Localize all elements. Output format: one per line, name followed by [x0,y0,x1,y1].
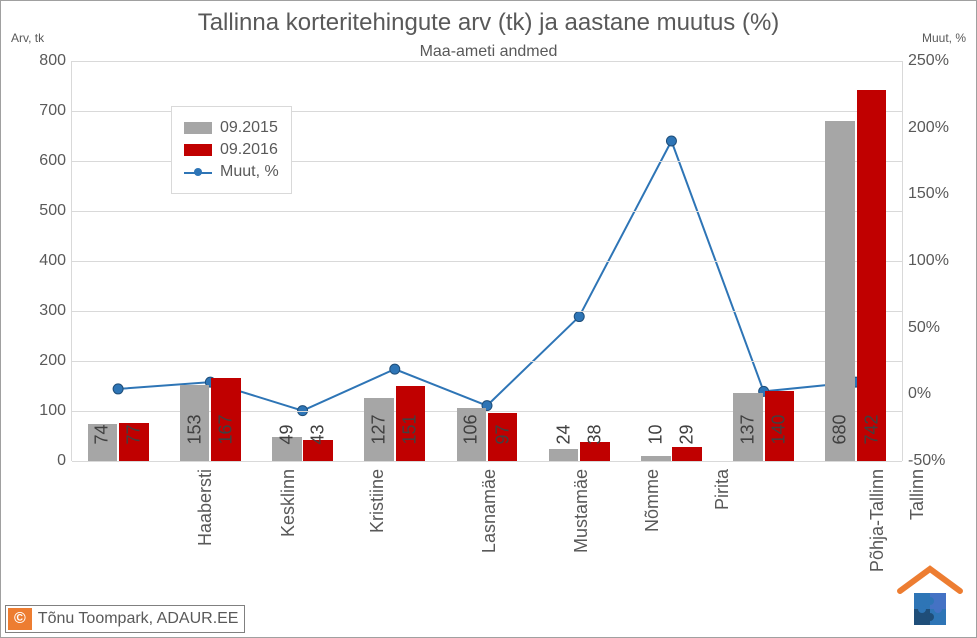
category-group: 137140Põhja-Tallinn [718,61,810,461]
y-right-axis-label: Muut, % [922,31,966,45]
bar: 29 [672,447,702,462]
y-right-tick: 50% [908,319,940,337]
bar-value-label: 43 [308,424,329,444]
bar: 680 [825,121,855,461]
bar: 137 [733,393,763,462]
bar-value-label: 77 [123,424,144,444]
bar-value-label: 153 [184,414,205,444]
bar: 97 [488,413,518,462]
category-group: 680742Tallinn [810,61,902,461]
bar-value-label: 24 [553,424,574,444]
y-left-tick: 700 [39,102,66,120]
y-left-tick: 600 [39,152,66,170]
bar: 24 [549,449,579,461]
y-right-tick: 250% [908,52,949,70]
bar: 10 [641,456,671,461]
y-right-tick: -50% [908,452,945,470]
x-tick: Nõmme [642,469,663,532]
x-tick: Kesklinn [278,469,299,537]
y-left-tick: 300 [39,302,66,320]
attribution-text: Tõnu Toompark, ADAUR.EE [38,610,239,628]
legend-label: Muut, % [220,163,279,181]
y-right-tick: 100% [908,252,949,270]
chart-container: Tallinna korteritehingute arv (tk) ja aa… [0,0,977,638]
y-left-tick: 100 [39,402,66,420]
x-tick: Haabersti [195,469,216,546]
legend: 09.2015 09.2016 Muut, % [171,106,292,194]
bar-value-label: 97 [492,424,513,444]
category-group: 127151Lasnamäe [349,61,441,461]
bar-value-label: 127 [369,414,390,444]
bar-value-label: 49 [276,424,297,444]
y-left-tick: 500 [39,202,66,220]
bar: 140 [765,391,795,461]
y-left-tick: 400 [39,252,66,270]
bar: 127 [364,398,394,462]
bar-value-label: 742 [861,414,882,444]
legend-swatch-2016 [184,144,212,156]
legend-swatch-2015 [184,122,212,134]
x-tick: Pirita [712,469,733,510]
bar-value-label: 29 [677,424,698,444]
bar-value-label: 106 [461,414,482,444]
y-right-tick: 0% [908,385,931,403]
copyright-icon: © [8,608,32,630]
bar: 106 [457,408,487,461]
legend-label: 09.2015 [220,119,278,137]
bar: 742 [857,90,887,461]
x-tick: Kristiine [367,469,388,533]
x-tick: Tallinn [907,469,928,520]
bar-value-label: 74 [92,424,113,444]
bar: 38 [580,442,610,461]
legend-label: 09.2016 [220,141,278,159]
x-tick: Lasnamäe [479,469,500,553]
bar: 151 [396,386,426,462]
y-left-tick: 800 [39,52,66,70]
y-right-tick: 200% [908,119,949,137]
gridline [72,461,902,462]
y-left-axis-label: Arv, tk [11,31,44,45]
bar-value-label: 680 [830,414,851,444]
y-left-tick: 0 [57,452,66,470]
legend-item-muut: Muut, % [184,163,279,181]
adaur-logo [890,561,970,631]
attribution: © Tõnu Toompark, ADAUR.EE [5,605,245,633]
category-group: 2438Nõmme [533,61,625,461]
bar-value-label: 167 [216,414,237,444]
bar-value-label: 140 [769,414,790,444]
category-group: 1029Pirita [625,61,717,461]
bar-value-label: 10 [645,424,666,444]
bar-value-label: 137 [737,414,758,444]
chart-subtitle: Maa-ameti andmed [1,43,976,61]
category-group: 7477Haabersti [72,61,164,461]
legend-item-2015: 09.2015 [184,119,279,137]
bar: 167 [211,378,241,462]
bar: 74 [88,424,118,461]
x-tick: Mustamäe [571,469,592,553]
category-group: 10697Mustamäe [441,61,533,461]
y-left-tick: 200 [39,352,66,370]
x-tick: Põhja-Tallinn [867,469,888,572]
bar-value-label: 38 [584,424,605,444]
bar: 153 [180,385,210,462]
legend-line-marker [184,166,212,178]
bar: 43 [303,440,333,462]
bar: 49 [272,437,302,462]
legend-item-2016: 09.2016 [184,141,279,159]
chart-title: Tallinna korteritehingute arv (tk) ja aa… [1,9,976,37]
bar-value-label: 151 [400,414,421,444]
bar: 77 [119,423,149,462]
y-right-tick: 150% [908,185,949,203]
